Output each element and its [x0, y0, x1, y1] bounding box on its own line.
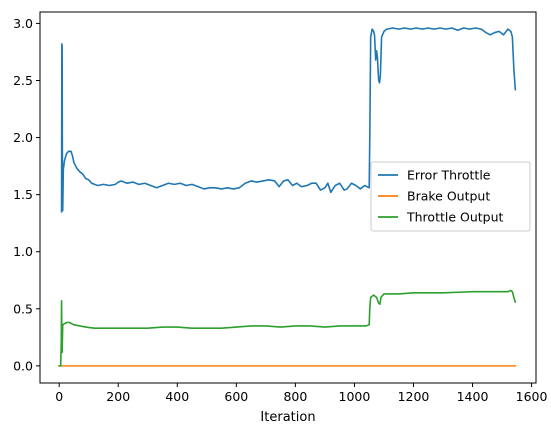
legend-box: [370, 161, 531, 232]
y-tick-label: 1.0: [13, 244, 33, 259]
plot-area: [39, 11, 537, 384]
x-tick-label: 400: [165, 389, 189, 404]
x-tick-label: 1600: [516, 389, 548, 404]
x-tick-label: 800: [283, 389, 307, 404]
x-tick-label: 1000: [339, 389, 371, 404]
y-axis: 0.0 0.5 1.0 1.5 2.0 2.5 3.0: [13, 16, 40, 373]
legend-entry: Throttle Output: [406, 210, 504, 225]
x-axis-label: Iteration: [260, 410, 315, 425]
y-tick-label: 3.0: [13, 16, 33, 31]
x-tick-label: 600: [224, 389, 248, 404]
y-tick-label: 0.5: [13, 301, 33, 316]
x-tick-label: 1400: [457, 389, 489, 404]
series-line-2: [58, 289, 517, 367]
legend-entry: Brake Output: [407, 189, 490, 204]
y-tick-label: 2.5: [13, 73, 33, 88]
legend-entry: Error Throttle: [407, 168, 491, 183]
x-axis: 0 200 400 600 800 1000 1200 1400 1600: [55, 383, 548, 404]
y-tick-label: 2.0: [13, 130, 33, 145]
plot-frame: [39, 11, 537, 384]
y-tick-label: 1.5: [13, 187, 33, 202]
x-tick-label: 200: [106, 389, 130, 404]
x-tick-label: 0: [55, 389, 63, 404]
y-tick-label: 0.0: [13, 358, 33, 373]
series-line-0: [60, 27, 517, 213]
legend: Error Throttle Brake Output Throttle Outpu…: [370, 161, 531, 232]
x-tick-label: 1200: [398, 389, 430, 404]
